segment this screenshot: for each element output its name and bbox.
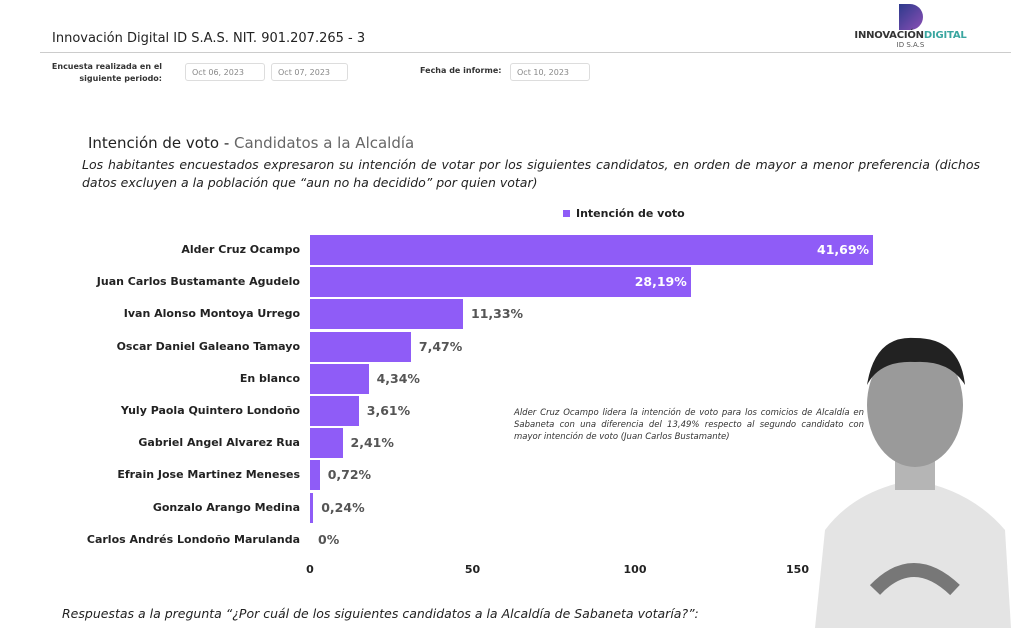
category-label: Yuly Paola Quintero Londoño — [120, 404, 300, 417]
data-label: 0% — [318, 531, 340, 547]
company-logo: INNOVACIÓNDIGITAL ID S.A.S — [848, 4, 973, 50]
bar — [310, 460, 320, 491]
logo-mark-icon — [898, 4, 923, 30]
bar — [310, 363, 369, 394]
data-label: 11,33% — [471, 306, 524, 322]
category-label: Gonzalo Arango Medina — [152, 500, 300, 514]
bar — [310, 267, 691, 298]
bar — [310, 235, 873, 265]
bar — [310, 428, 343, 459]
category-label: Carlos Andrés Londoño Marulanda — [86, 532, 300, 546]
company-header: Innovación Digital ID S.A.S. NIT. 901.20… — [52, 31, 366, 46]
data-label: 2,41% — [350, 435, 394, 451]
category-label: Gabriel Angel Alvarez Rua — [138, 436, 300, 450]
divider — [40, 52, 1011, 53]
data-label: 3,61% — [366, 403, 411, 418]
section-description: Los habitantes encuestados expresaron su… — [82, 157, 980, 190]
category-label: Efrain Jose Martinez Meneses — [117, 468, 300, 482]
x-tick-label: 150 — [786, 563, 809, 576]
x-tick-label: 0 — [306, 563, 314, 576]
section-title: Intención de voto - Candidatos a la Alca… — [88, 134, 415, 152]
legend-label: Intención de voto — [576, 207, 685, 220]
candidate-photo — [815, 337, 1011, 628]
chart-legend: Intención de voto — [563, 207, 685, 220]
data-label: 7,47% — [418, 338, 463, 354]
data-label: 41,69% — [817, 242, 870, 257]
survey-question: Respuestas a la pregunta “¿Por cuál de l… — [62, 606, 699, 621]
category-label: Juan Carlos Bustamante Agudelo — [96, 275, 300, 289]
category-label: En blanco — [239, 371, 300, 385]
data-label: 4,34% — [376, 370, 420, 386]
category-label: Ivan Alonso Montoya Urrego — [123, 307, 300, 321]
report-date-label: Fecha de informe: — [420, 66, 502, 75]
legend-swatch — [563, 210, 570, 217]
report-date[interactable]: Oct 10, 2023 — [510, 63, 590, 81]
data-label: 0,24% — [321, 499, 365, 515]
x-tick-label: 50 — [464, 563, 481, 576]
period-end-date[interactable]: Oct 07, 2023 — [271, 63, 348, 81]
category-label: Alder Cruz Ocampo — [181, 243, 300, 256]
data-label: 28,19% — [634, 274, 687, 290]
bar — [310, 299, 463, 330]
period-start-date[interactable]: Oct 06, 2023 — [185, 63, 265, 81]
bar — [310, 331, 411, 362]
data-label: 0,72% — [327, 467, 372, 483]
annotation-note: Alder Cruz Ocampo lidera la intención de… — [514, 408, 864, 442]
category-label: Oscar Daniel Galeano Tamayo — [116, 339, 300, 353]
period-label: Encuesta realizada en el siguiente perio… — [51, 62, 162, 83]
bar — [310, 396, 359, 426]
x-tick-label: 100 — [623, 563, 647, 576]
bar — [310, 492, 314, 523]
